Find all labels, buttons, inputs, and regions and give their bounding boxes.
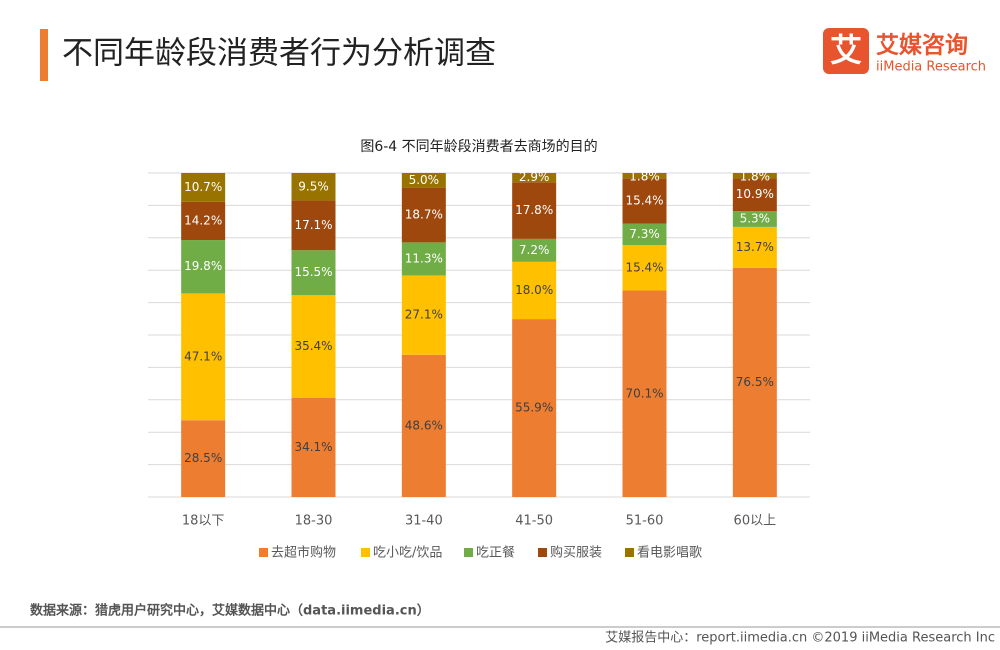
legend-label: 去超市购物: [271, 545, 336, 561]
bar-segment: [732, 267, 777, 497]
value-label: 18.7%: [405, 208, 443, 222]
value-label: 15.5%: [294, 265, 332, 279]
bar-segment: [512, 319, 557, 497]
value-label: 10.9%: [736, 187, 774, 201]
value-label: 47.1%: [184, 349, 222, 363]
bar-segment: [622, 223, 667, 246]
source: 数据来源：猎虎用户研究中心，艾媒数据中心（data.iimedia.cn）: [30, 603, 430, 619]
bar-segment: [732, 178, 777, 212]
value-label: 10.7%: [184, 180, 222, 194]
value-label: 1.8%: [740, 170, 771, 184]
legend-label: 看电影唱歌: [637, 545, 702, 561]
value-label: 48.6%: [405, 418, 443, 432]
bar-segment: [181, 240, 226, 294]
bar-segment: [732, 226, 777, 268]
bar-segment: [512, 238, 557, 262]
legend-label: 吃小吃/饮品: [373, 545, 442, 561]
value-label: 9.5%: [298, 179, 329, 193]
bar-segment: [291, 250, 336, 296]
bar-segment: [622, 290, 667, 497]
value-label: 17.1%: [294, 218, 332, 232]
logo-box: [823, 28, 869, 74]
legend-swatch: [259, 548, 268, 557]
logo-icon: 艾: [830, 31, 862, 69]
value-label: 27.1%: [405, 308, 443, 322]
legend-swatch: [538, 548, 547, 557]
value-label: 11.3%: [405, 251, 443, 265]
bar-segment: [622, 178, 667, 224]
value-label: 13.7%: [736, 240, 774, 254]
chart-title: 图6-4 不同年龄段消费者去商场的目的: [360, 139, 597, 155]
bar-segment: [732, 211, 777, 227]
bar-segment: [401, 275, 446, 355]
legend-label: 吃正餐: [476, 545, 515, 561]
x-tick-label: 18-30: [295, 514, 333, 529]
x-tick-label: 51-60: [626, 514, 664, 529]
bar-segment: [512, 182, 557, 239]
bar-segment: [512, 261, 557, 320]
legend-swatch: [464, 548, 473, 557]
title-accent: [40, 29, 48, 81]
value-label: 15.4%: [625, 193, 663, 207]
value-label: 5.0%: [409, 173, 440, 187]
value-label: 7.2%: [519, 243, 550, 257]
value-label: 2.9%: [519, 170, 550, 184]
bar-segment: [181, 173, 226, 202]
bar-segment: [401, 173, 446, 188]
page-title: 不同年龄段消费者行为分析调查: [62, 36, 496, 72]
value-label: 1.8%: [629, 170, 660, 184]
legend-label: 购买服装: [550, 545, 602, 561]
value-label: 19.8%: [184, 259, 222, 273]
legend-swatch: [625, 548, 634, 557]
bar-segment: [291, 295, 336, 398]
value-label: 35.4%: [294, 339, 332, 353]
bar-segment: [622, 245, 667, 291]
value-label: 76.5%: [736, 375, 774, 389]
bar-segment: [512, 173, 557, 183]
bar-segment: [291, 173, 336, 201]
bar-segment: [401, 187, 446, 243]
value-label: 70.1%: [625, 386, 663, 400]
bar-segment: [401, 242, 446, 276]
x-tick-label: 41-50: [515, 514, 553, 529]
value-label: 34.1%: [294, 440, 332, 454]
x-tick-label: 60以上: [734, 514, 777, 529]
value-label: 28.5%: [184, 451, 222, 465]
value-label: 55.9%: [515, 401, 553, 415]
bar-segment: [401, 354, 446, 497]
logo-sub: iiMedia Research: [876, 60, 986, 75]
bar-segment: [181, 201, 226, 241]
value-label: 5.3%: [740, 211, 771, 225]
bar-segment: [181, 420, 226, 497]
bar-segment: [732, 173, 777, 179]
bar-segment: [291, 200, 336, 251]
value-label: 17.8%: [515, 203, 553, 217]
value-label: 15.4%: [625, 260, 663, 274]
x-tick-label: 18以下: [182, 514, 225, 529]
bar-segment: [181, 293, 226, 421]
bar-segment: [291, 398, 336, 497]
logo-text: 艾媒咨询: [876, 32, 968, 59]
value-label: 7.3%: [629, 227, 660, 241]
footer: 艾媒报告中心：report.iimedia.cn ©2019 iiMedia R…: [605, 631, 995, 646]
x-tick-label: 31-40: [405, 514, 443, 529]
bar-segment: [622, 173, 667, 179]
legend-swatch: [361, 548, 370, 557]
value-label: 14.2%: [184, 213, 222, 227]
value-label: 18.0%: [515, 283, 553, 297]
